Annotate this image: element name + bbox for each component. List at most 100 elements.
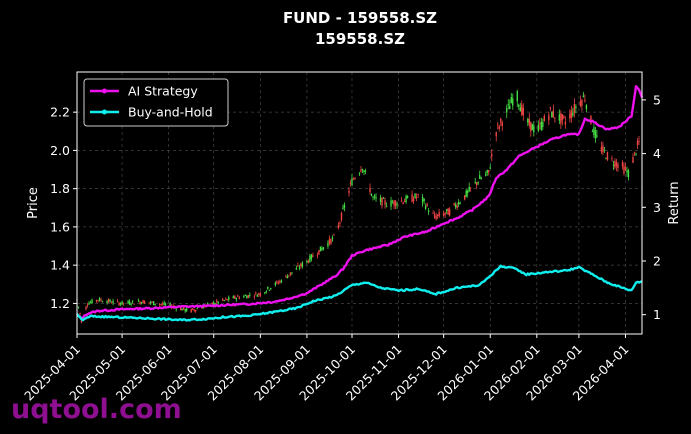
candle-body: [543, 116, 546, 122]
candle-body: [572, 112, 574, 116]
candle-body: [226, 299, 228, 301]
candle-body: [531, 124, 534, 131]
candle-body: [486, 170, 488, 173]
candle-body: [476, 182, 478, 186]
candle-body: [88, 303, 90, 305]
candle-body: [491, 154, 493, 157]
candle-body: [417, 194, 419, 195]
y-left-tick-label: 1.8: [50, 181, 70, 196]
candle-body: [249, 294, 251, 296]
candle-body: [139, 301, 141, 304]
candle-body: [468, 186, 470, 192]
candle-body: [184, 309, 186, 312]
candle-body: [474, 182, 476, 183]
candle-body: [533, 125, 535, 133]
candle-body: [343, 204, 346, 208]
candle-body: [181, 308, 183, 311]
candle-body: [527, 119, 529, 123]
candle-body: [485, 173, 487, 176]
candle-body: [222, 298, 224, 301]
candle-body: [542, 121, 544, 127]
candle-body: [394, 200, 397, 207]
candle-body: [624, 167, 627, 170]
candle-body: [352, 179, 355, 180]
candle-body: [112, 300, 114, 304]
candle-body: [372, 196, 374, 198]
candle-body: [497, 124, 499, 126]
candle-body: [382, 198, 385, 199]
candle-body: [633, 151, 636, 153]
candle-body: [406, 196, 409, 198]
candle-body: [500, 118, 502, 122]
candle-body: [140, 302, 143, 304]
candle-body: [521, 104, 523, 116]
candle-body: [175, 307, 177, 310]
candle-body: [277, 282, 280, 284]
candle-body: [286, 276, 289, 279]
candle-body: [573, 103, 576, 113]
candle-body: [319, 246, 322, 252]
candle-body: [270, 288, 272, 290]
candle-body: [337, 225, 340, 229]
candle-body: [638, 141, 640, 142]
candle-body: [627, 170, 630, 178]
candle-body: [342, 207, 344, 209]
candle-body: [436, 214, 439, 216]
candle-body: [321, 248, 323, 251]
candle-body: [453, 203, 455, 205]
candle-body: [552, 110, 555, 118]
candle-body: [354, 177, 356, 180]
legend-ai-label: AI Strategy: [128, 84, 198, 99]
strategy-lines: [76, 84, 644, 322]
candle-body: [424, 206, 427, 209]
candle-body: [312, 255, 314, 257]
candle-body: [432, 213, 434, 214]
candle-body: [89, 302, 92, 303]
candle-body: [328, 238, 331, 244]
candle-body: [510, 97, 512, 104]
candle-body: [626, 170, 628, 173]
candle-body: [465, 190, 467, 197]
candle-body: [301, 262, 304, 267]
candle-body: [581, 99, 583, 106]
chart-title: FUND - 159558.SZ: [283, 9, 437, 27]
watermark: uqtool.com: [11, 394, 182, 425]
candle-body: [228, 297, 230, 300]
candle-body: [86, 304, 89, 306]
y-left-tick-label: 2.2: [50, 105, 70, 120]
candle-body: [530, 121, 532, 132]
candle-body: [370, 193, 373, 196]
candle-body: [196, 308, 198, 310]
candle-body: [80, 319, 83, 323]
candle-body: [309, 255, 311, 262]
candle-body: [570, 110, 573, 118]
candle-body: [489, 167, 491, 169]
y-left-tick-label: 1.2: [50, 296, 70, 311]
candle-body: [137, 300, 140, 302]
candle-body: [605, 158, 607, 160]
candle-body: [623, 165, 625, 174]
candle-body: [528, 118, 531, 126]
candle-body: [148, 302, 150, 304]
candle-body: [361, 169, 364, 171]
candle-body: [402, 202, 404, 204]
candle-body: [414, 193, 416, 199]
candle-body: [154, 304, 156, 305]
candle-body: [569, 113, 571, 119]
candle-body: [596, 135, 598, 137]
candle-body: [101, 301, 104, 303]
candle-body: [214, 303, 216, 305]
candle-body: [243, 296, 245, 298]
candle-body: [331, 237, 334, 240]
candle-body: [289, 272, 292, 275]
candle-body: [213, 302, 215, 306]
candle-body: [611, 158, 613, 160]
candle-body: [127, 301, 129, 304]
candle-body: [217, 301, 219, 304]
candle-body: [558, 114, 561, 121]
candle-body: [91, 299, 93, 304]
candle-body: [385, 205, 388, 207]
candle-body: [498, 126, 500, 129]
candle-body: [237, 295, 239, 297]
candle-body: [360, 169, 362, 172]
